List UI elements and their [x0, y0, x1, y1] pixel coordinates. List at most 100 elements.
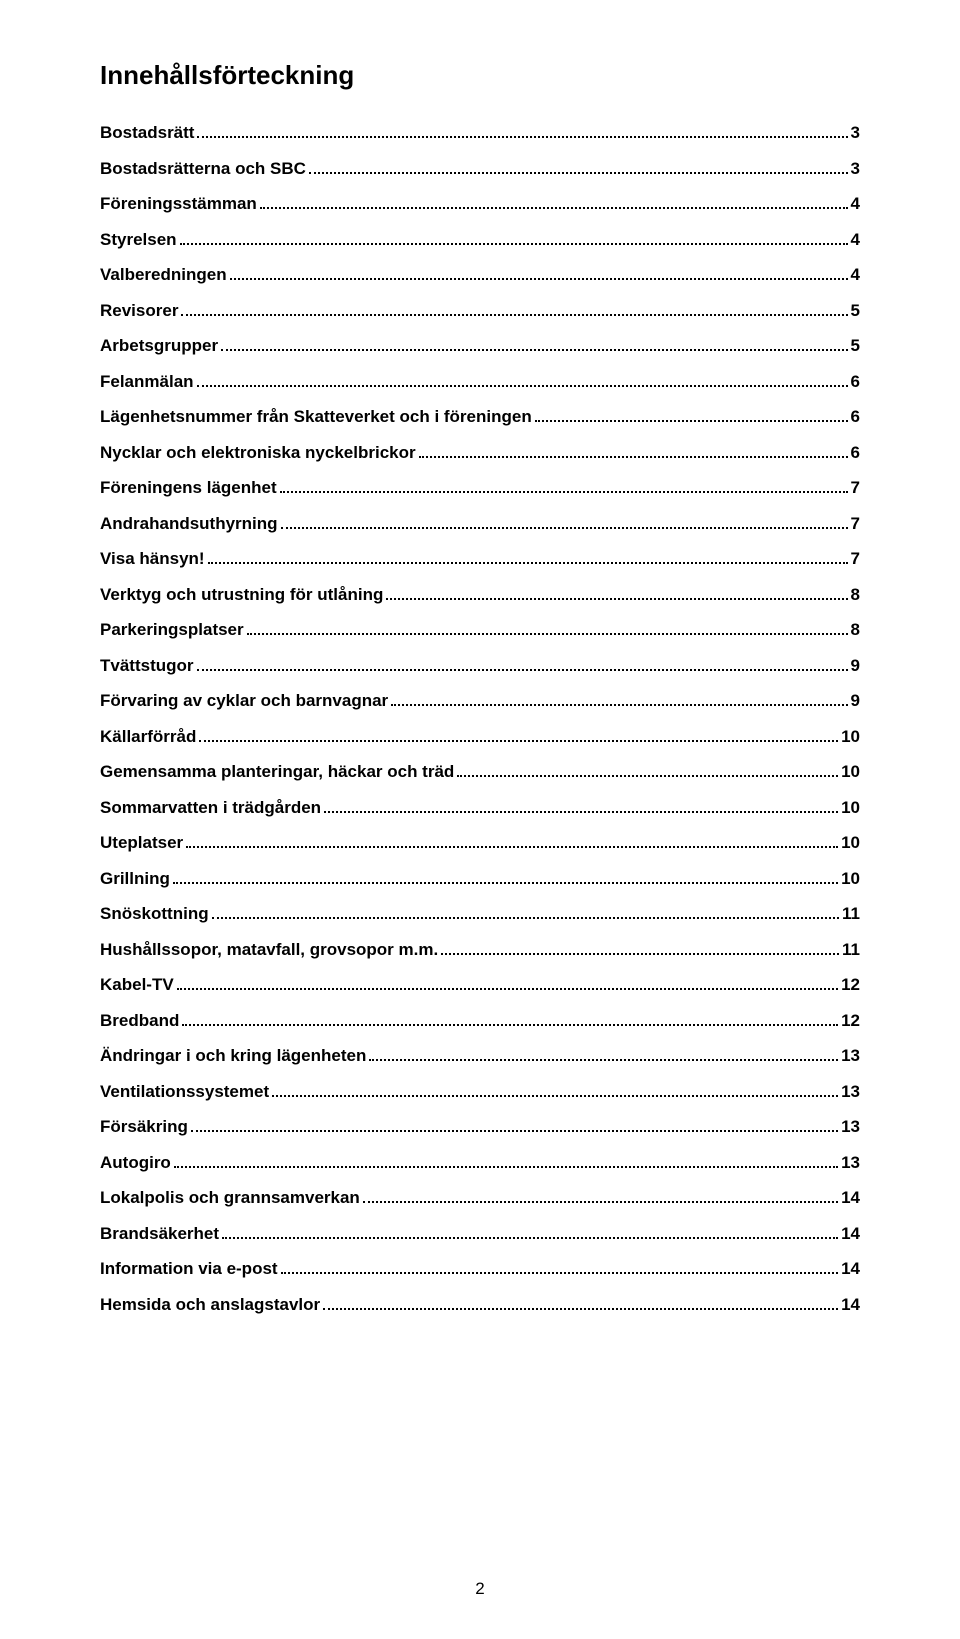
toc-dots	[230, 278, 848, 280]
toc-dots	[323, 1308, 838, 1310]
toc-entry-page: 11	[842, 904, 860, 924]
toc-dots	[281, 1272, 839, 1274]
toc-dots	[197, 669, 848, 671]
toc-entry-page: 14	[841, 1188, 860, 1208]
toc-dots	[186, 846, 838, 848]
toc-dots	[182, 1024, 838, 1026]
toc-entry-label: Lägenhetsnummer från Skatteverket och i …	[100, 407, 532, 427]
toc-entry-label: Uteplatser	[100, 833, 183, 853]
toc-dots	[197, 136, 847, 138]
toc-entry: Snöskottning 11	[100, 904, 860, 924]
toc-entry-label: Styrelsen	[100, 230, 177, 250]
toc-entry-page: 3	[851, 159, 860, 179]
toc-entry-page: 12	[841, 975, 860, 995]
toc-dots	[173, 882, 838, 884]
toc-entry-page: 4	[851, 230, 860, 250]
toc-entry: Föreningens lägenhet7	[100, 478, 860, 498]
toc-entry-label: Felanmälan	[100, 372, 194, 392]
toc-entry: Parkeringsplatser8	[100, 620, 860, 640]
toc-entry-label: Tvättstugor	[100, 656, 194, 676]
toc-entry-label: Nycklar och elektroniska nyckelbrickor	[100, 443, 416, 463]
toc-entry: Ventilationssystemet13	[100, 1082, 860, 1102]
toc-entry-label: Parkeringsplatser	[100, 620, 244, 640]
toc-entry-label: Andrahandsuthyrning	[100, 514, 278, 534]
toc-entry-page: 9	[851, 691, 860, 711]
toc-entry-page: 4	[851, 194, 860, 214]
toc-entry-label: Ändringar i och kring lägenheten	[100, 1046, 366, 1066]
toc-entry-page: 14	[841, 1224, 860, 1244]
toc-entry-label: Förvaring av cyklar och barnvagnar	[100, 691, 388, 711]
toc-entry-page: 6	[851, 372, 860, 392]
toc-entry-page: 12	[841, 1011, 860, 1031]
toc-entry: Revisorer 5	[100, 301, 860, 321]
toc-entry: Föreningsstämman 4	[100, 194, 860, 214]
toc-dots	[441, 953, 839, 955]
toc-dots	[181, 314, 847, 316]
toc-dots	[199, 740, 838, 742]
toc-dots	[535, 420, 848, 422]
toc-entry: Ändringar i och kring lägenheten13	[100, 1046, 860, 1066]
toc-entry-page: 3	[851, 123, 860, 143]
toc-dots	[386, 598, 847, 600]
toc-entry-page: 10	[841, 869, 860, 889]
toc-entry: Autogiro13	[100, 1153, 860, 1173]
toc-entry-page: 8	[851, 585, 860, 605]
toc-entry-label: Källarförråd	[100, 727, 196, 747]
toc-entry: Bostadsrätt3	[100, 123, 860, 143]
toc-entry: Förvaring av cyklar och barnvagnar 9	[100, 691, 860, 711]
toc-dots	[281, 527, 848, 529]
toc-entry: Grillning 10	[100, 869, 860, 889]
toc-entry-label: Försäkring	[100, 1117, 188, 1137]
document-page: Innehållsförteckning Bostadsrätt3 Bostads…	[0, 0, 960, 1639]
toc-entry-label: Bredband	[100, 1011, 179, 1031]
toc-entry-label: Hemsida och anslagstavlor	[100, 1295, 320, 1315]
toc-entry: Arbetsgrupper5	[100, 336, 860, 356]
toc-entry: Kabel-TV12	[100, 975, 860, 995]
toc-entry-page: 5	[851, 336, 860, 356]
toc-entry: Nycklar och elektroniska nyckelbrickor 6	[100, 443, 860, 463]
toc-dots	[363, 1201, 838, 1203]
toc-dots	[391, 704, 847, 706]
toc-entry-page: 14	[841, 1259, 860, 1279]
toc-dots	[174, 1166, 838, 1168]
toc-entry: Bredband 12	[100, 1011, 860, 1031]
toc-entry-label: Brandsäkerhet	[100, 1224, 219, 1244]
toc-title: Innehållsförteckning	[100, 60, 860, 91]
toc-entry-page: 5	[851, 301, 860, 321]
toc-entry-label: Gemensamma planteringar, häckar och träd	[100, 762, 454, 782]
toc-entry: Felanmälan 6	[100, 372, 860, 392]
toc-entry-label: Revisorer	[100, 301, 178, 321]
toc-entry-page: 10	[841, 833, 860, 853]
toc-dots	[260, 207, 848, 209]
toc-entry-page: 14	[841, 1295, 860, 1315]
toc-dots	[208, 562, 848, 564]
toc-entry-page: 13	[841, 1082, 860, 1102]
toc-entry: Styrelsen 4	[100, 230, 860, 250]
toc-entry: Verktyg och utrustning för utlåning 8	[100, 585, 860, 605]
toc-dots	[369, 1059, 838, 1061]
toc-entry-label: Hushållssopor, matavfall, grovsopor m.m.	[100, 940, 438, 960]
toc-dots	[212, 917, 839, 919]
toc-entry: Bostadsrätterna och SBC3	[100, 159, 860, 179]
toc-entry: Lokalpolis och grannsamverkan14	[100, 1188, 860, 1208]
toc-entry-label: Autogiro	[100, 1153, 171, 1173]
toc-entry-label: Grillning	[100, 869, 170, 889]
toc-dots	[309, 172, 848, 174]
toc-entry-page: 10	[841, 727, 860, 747]
toc-entry-label: Verktyg och utrustning för utlåning	[100, 585, 383, 605]
toc-entry: Tvättstugor9	[100, 656, 860, 676]
toc-dots	[197, 385, 848, 387]
toc-entry: Information via e-post 14	[100, 1259, 860, 1279]
page-number: 2	[0, 1579, 960, 1599]
toc-entry-label: Sommarvatten i trädgården	[100, 798, 321, 818]
toc-entry-page: 6	[851, 443, 860, 463]
toc-entry-page: 7	[851, 478, 860, 498]
toc-entry-page: 7	[851, 549, 860, 569]
toc-entry-page: 10	[841, 798, 860, 818]
toc-entry-label: Föreningsstämman	[100, 194, 257, 214]
toc-entry: Andrahandsuthyrning7	[100, 514, 860, 534]
toc-entry-label: Information via e-post	[100, 1259, 278, 1279]
toc-dots	[177, 988, 838, 990]
toc-entry-label: Snöskottning	[100, 904, 209, 924]
toc-dots	[180, 243, 848, 245]
